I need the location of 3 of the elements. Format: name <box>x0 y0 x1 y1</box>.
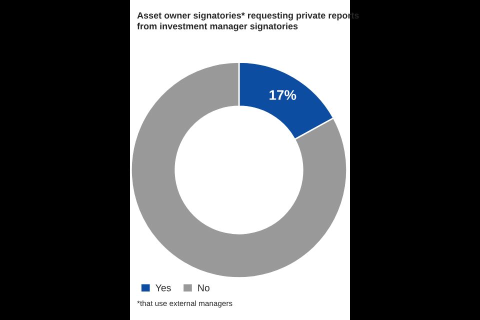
data-label: 17% <box>270 90 296 100</box>
legend-label: Yes <box>156 284 171 292</box>
legend-label: No <box>198 284 210 292</box>
